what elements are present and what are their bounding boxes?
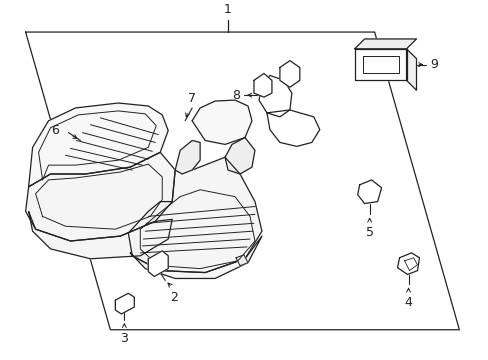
Text: 3: 3 (120, 332, 128, 345)
Polygon shape (354, 39, 416, 49)
Text: 5: 5 (365, 226, 373, 239)
Text: 1: 1 (224, 3, 231, 16)
Polygon shape (279, 60, 299, 87)
Polygon shape (236, 255, 247, 266)
Polygon shape (25, 32, 458, 330)
Polygon shape (397, 253, 419, 275)
Polygon shape (253, 73, 271, 97)
Polygon shape (115, 293, 134, 314)
Text: 4: 4 (404, 296, 411, 309)
Text: 9: 9 (429, 58, 437, 71)
Polygon shape (29, 211, 172, 259)
Polygon shape (259, 76, 291, 117)
Text: 7: 7 (188, 91, 196, 105)
Text: 6: 6 (52, 124, 60, 137)
Polygon shape (175, 140, 200, 174)
Polygon shape (354, 49, 406, 80)
Polygon shape (130, 236, 262, 279)
Polygon shape (357, 180, 381, 203)
Polygon shape (148, 251, 168, 276)
Text: 8: 8 (231, 89, 240, 102)
Polygon shape (29, 103, 168, 187)
Polygon shape (128, 157, 262, 273)
Polygon shape (224, 138, 254, 174)
Polygon shape (25, 152, 175, 241)
Polygon shape (192, 100, 251, 144)
Polygon shape (266, 110, 319, 147)
Polygon shape (406, 49, 416, 90)
Text: 2: 2 (170, 291, 178, 304)
